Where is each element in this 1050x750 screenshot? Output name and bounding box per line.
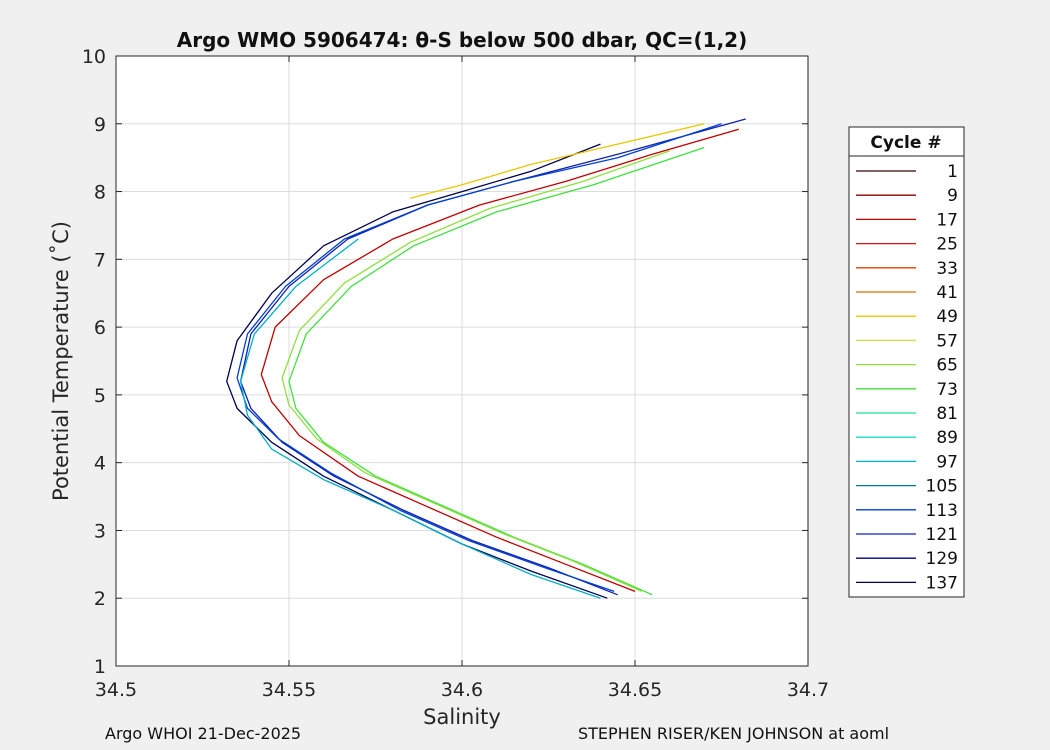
y-tick-label: 2 — [94, 588, 106, 610]
x-tick-label: 34.55 — [262, 679, 316, 701]
y-tick-label: 10 — [82, 46, 106, 68]
y-tick-label: 8 — [94, 182, 106, 204]
legend-label: 73 — [936, 380, 958, 400]
x-tick-label: 34.7 — [787, 679, 829, 701]
y-tick-label: 3 — [94, 520, 106, 542]
x-tick-label: 34.6 — [441, 679, 483, 701]
profile-line-6 — [281, 150, 670, 592]
legend-label: 41 — [936, 283, 958, 303]
legend-label: 129 — [926, 549, 958, 569]
legend-label: 25 — [936, 235, 958, 255]
x-axis-label: Salinity — [423, 705, 501, 729]
footer-left-credit: Argo WHOI 21-Dec-2025 — [105, 724, 302, 743]
legend-label: 113 — [926, 501, 958, 521]
y-tick-label: 9 — [94, 114, 106, 136]
legend-label: 121 — [926, 525, 958, 545]
legend-label: 9 — [947, 186, 958, 206]
legend-label: 1 — [947, 162, 958, 182]
legend-label: 89 — [936, 428, 958, 448]
profile-line-2 — [236, 123, 722, 593]
series-layer — [226, 118, 746, 599]
legend-label: 65 — [936, 356, 958, 376]
legend-label: 57 — [936, 331, 958, 351]
x-tick-label: 34.5 — [95, 679, 137, 701]
legend-label: 97 — [936, 452, 958, 472]
legend-label: 137 — [926, 573, 958, 593]
x-tick-label: 34.65 — [608, 679, 662, 701]
y-tick-label: 7 — [94, 249, 106, 271]
legend-box — [848, 126, 965, 598]
y-axis-label: Potential Temperature (˚C) — [49, 221, 73, 501]
legend-label: 81 — [936, 404, 958, 424]
legend-entries: 1 9 17 25 33 41 49 57 65 73 81 89 97 105 113 121 129 137 — [856, 162, 958, 593]
profile-line-7 — [409, 123, 705, 199]
footer-right-credit: STEPHEN RISER/KEN JOHNSON at aoml — [578, 724, 890, 743]
legend-label: 49 — [936, 307, 958, 327]
legend-label: 17 — [936, 210, 958, 230]
tick-layer: 34.5 34.55 34.6 34.65 34.7 1 2 3 4 5 6 7 8 9 10 — [82, 46, 829, 701]
legend-title: Cycle # — [870, 133, 941, 153]
y-tick-label: 6 — [94, 317, 106, 339]
chart-title: Argo WMO 5906474: θ-S below 500 dbar, QC… — [177, 28, 747, 52]
profile-line-5 — [288, 146, 705, 596]
y-tick-label: 4 — [94, 453, 106, 475]
legend-label: 105 — [926, 477, 958, 497]
legend-label: 33 — [936, 259, 958, 279]
profile-line-4 — [260, 128, 739, 593]
legend: Cycle # 1 9 17 25 33 41 49 57 65 73 81 89 97 105 113 12… — [848, 126, 965, 598]
y-tick-label: 5 — [94, 385, 106, 407]
y-tick-label: 1 — [94, 656, 106, 678]
profile-line-3 — [239, 238, 601, 599]
